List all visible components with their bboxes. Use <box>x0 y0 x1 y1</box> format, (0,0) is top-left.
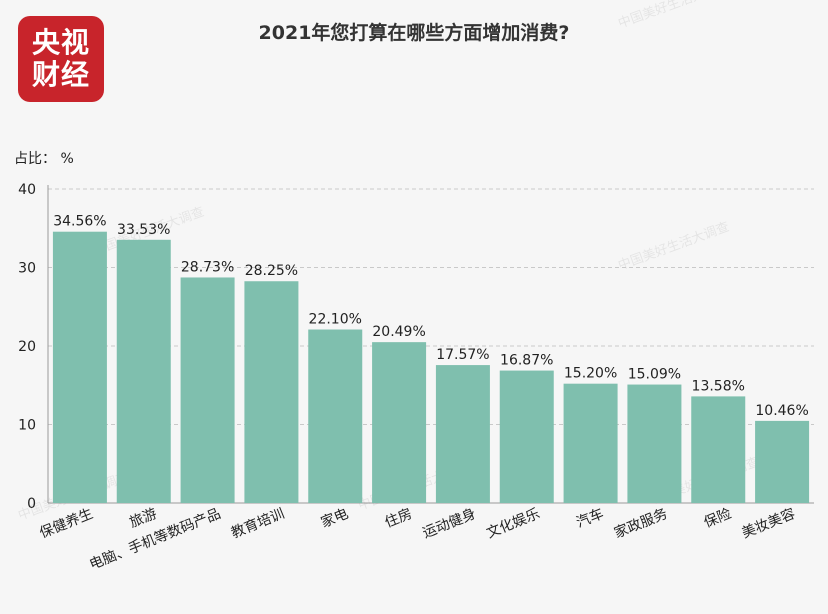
y-tick-label: 20 <box>18 339 36 355</box>
watermark-text: 中国美好生活大调查 <box>616 220 731 274</box>
bar <box>308 329 363 503</box>
bar <box>116 239 171 504</box>
x-tick-label: 家电 <box>318 505 350 531</box>
bar <box>435 365 490 503</box>
y-tick-label: 30 <box>18 261 36 277</box>
y-tick-label: 40 <box>18 182 36 198</box>
data-label: 28.25% <box>245 263 298 279</box>
x-tick-label: 保险 <box>702 506 734 531</box>
bar <box>244 281 299 503</box>
x-tick-label: 住房 <box>383 506 415 531</box>
data-label: 17.57% <box>436 347 489 363</box>
x-tick-label: 教育培训 <box>229 506 287 542</box>
data-label: 20.49% <box>372 324 425 340</box>
data-label: 22.10% <box>309 312 362 328</box>
data-label: 13.58% <box>692 378 745 394</box>
bar <box>180 277 235 503</box>
cctv-finance-logo: 央视 财经 <box>18 16 104 102</box>
logo-line-1: 央视 <box>31 26 90 59</box>
data-label: 33.53% <box>117 222 170 238</box>
bar <box>691 396 746 503</box>
y-axis-unit-label: 占比： % <box>14 151 74 167</box>
bar <box>563 383 618 503</box>
data-label: 34.56% <box>53 214 106 230</box>
data-label: 10.46% <box>755 403 808 419</box>
bar <box>755 420 810 503</box>
data-label: 28.73% <box>181 259 234 275</box>
x-tick-label: 旅游 <box>127 506 159 531</box>
bar <box>52 231 107 504</box>
x-tick-label: 美妆美容 <box>739 505 797 542</box>
x-tick-label: 汽车 <box>574 505 606 531</box>
data-label: 15.20% <box>564 366 617 382</box>
chart-title: 2021年您打算在哪些方面增加消费? <box>258 22 570 44</box>
data-label: 15.09% <box>628 367 681 383</box>
bar <box>627 384 682 503</box>
x-tick-label: 家政服务 <box>612 505 670 542</box>
bar <box>499 370 554 503</box>
logo-line-2: 财经 <box>31 58 90 91</box>
watermark-text: 中国美好生活大调查 <box>616 0 731 32</box>
y-tick-label: 10 <box>18 418 36 434</box>
data-label: 16.87% <box>500 353 553 369</box>
x-tick-label: 运动健身 <box>420 506 478 542</box>
bar <box>372 342 427 503</box>
x-tick-label: 文化娱乐 <box>484 506 542 542</box>
y-tick-label: 0 <box>27 496 36 512</box>
